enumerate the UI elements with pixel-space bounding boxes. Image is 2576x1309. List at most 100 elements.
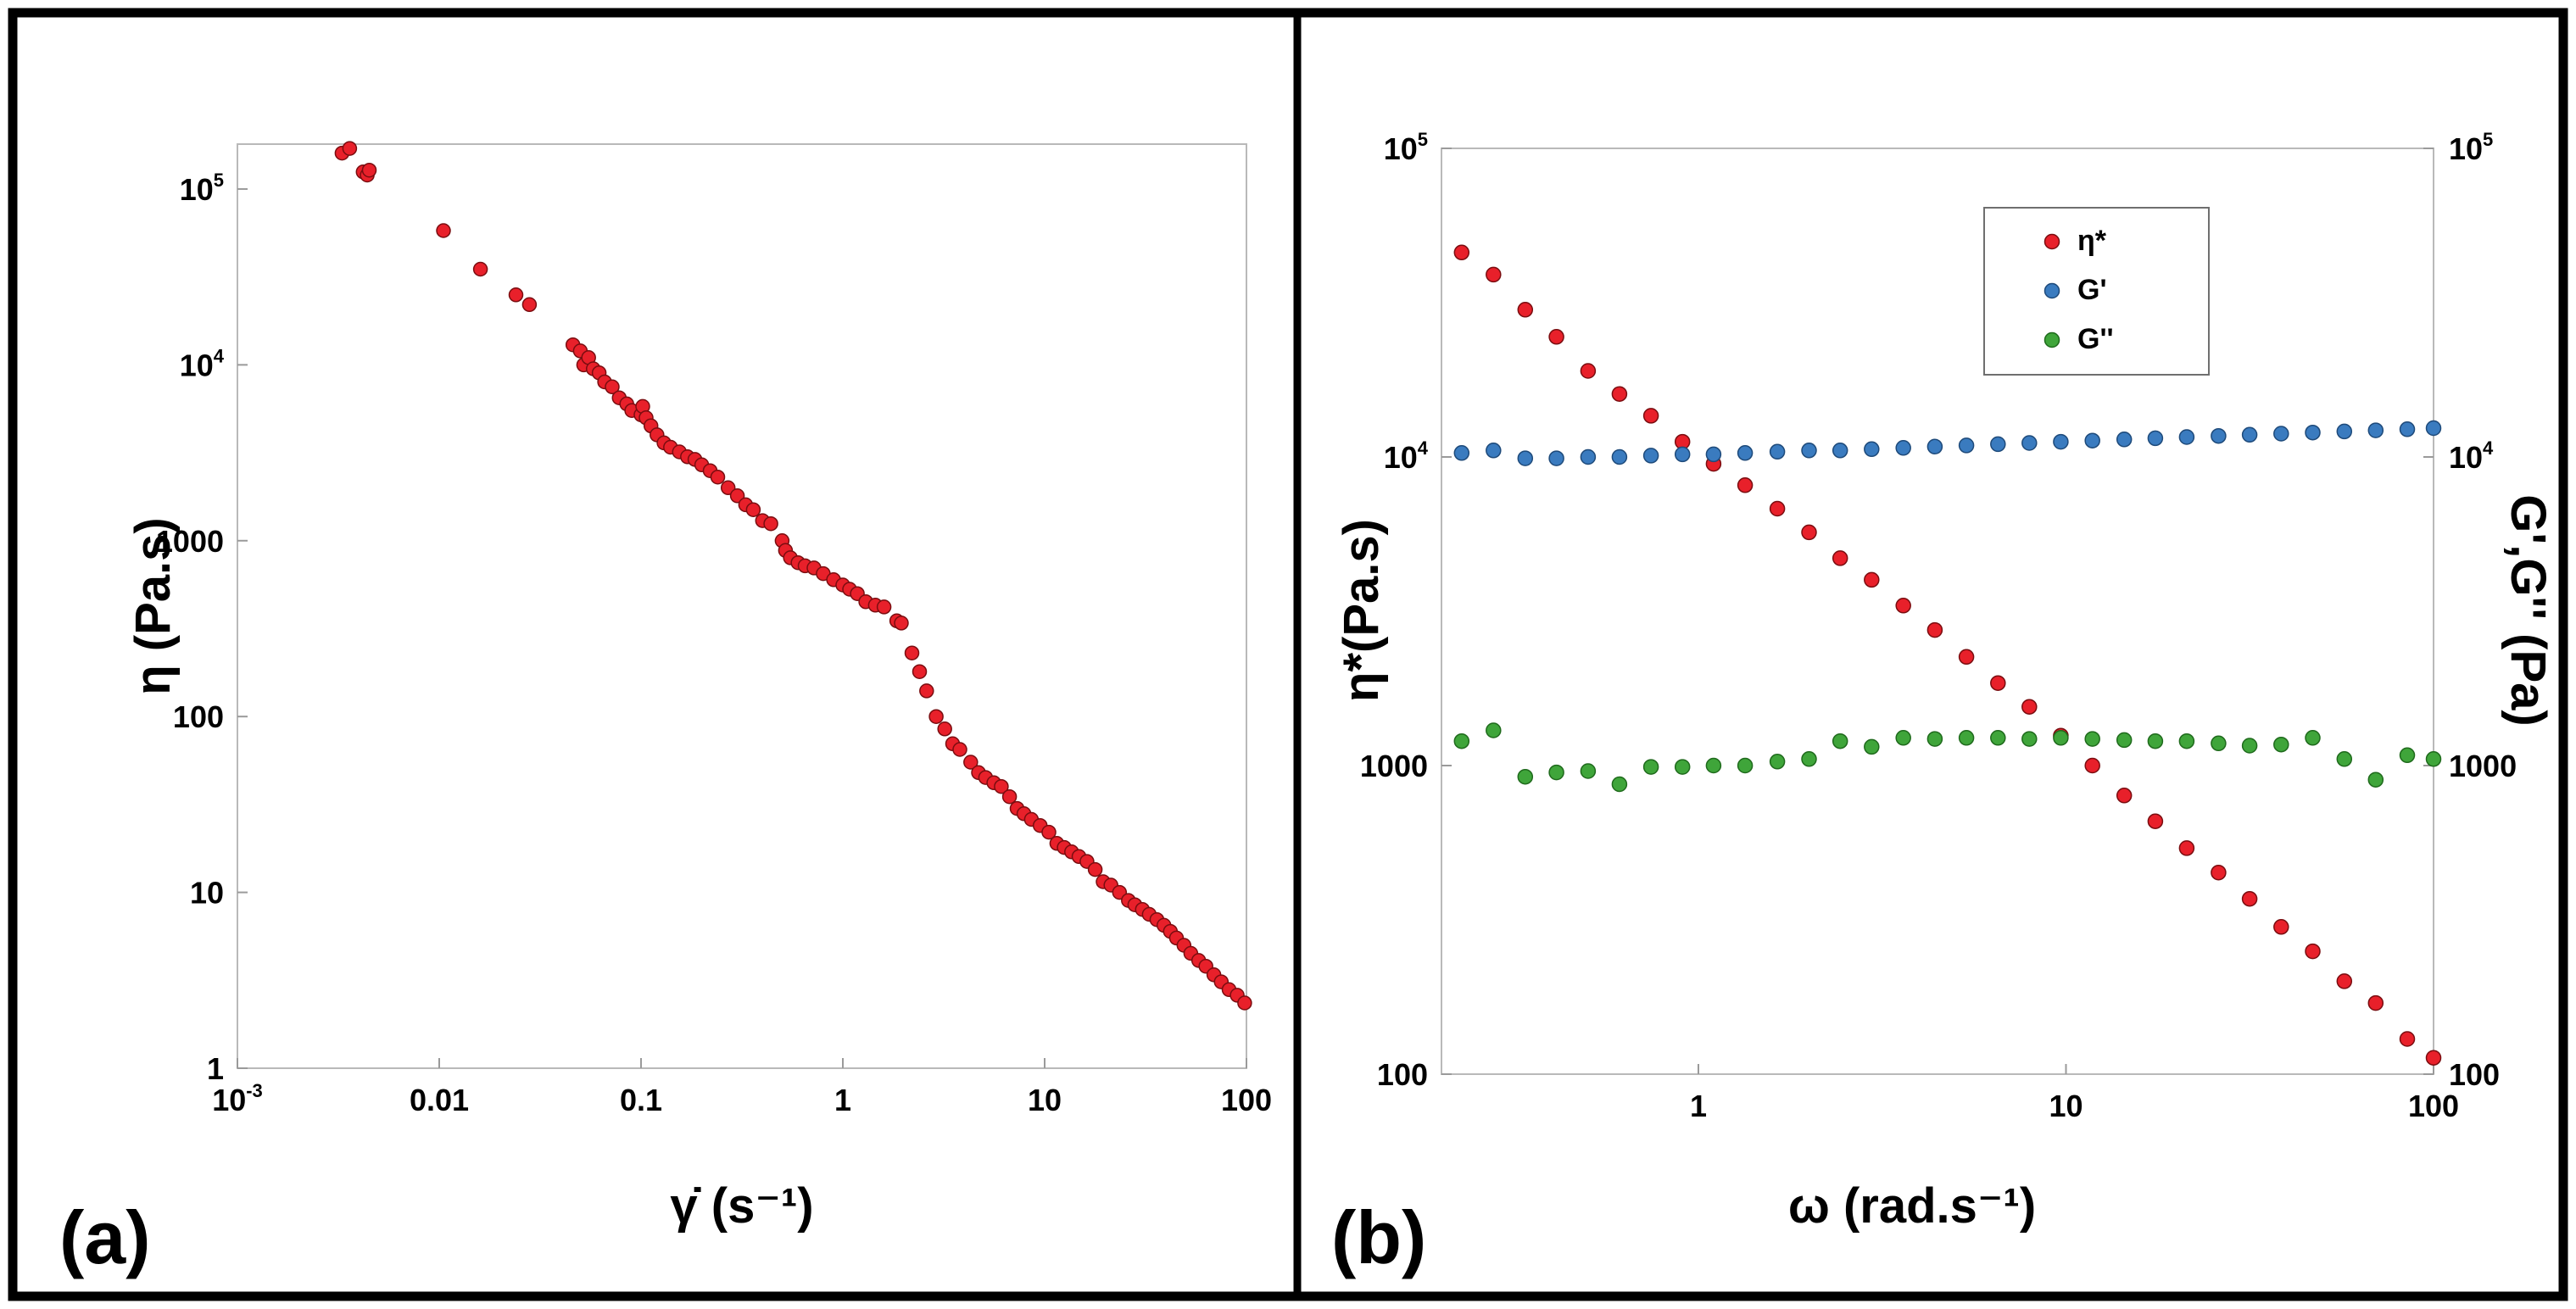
- panel-b-label: (b): [1331, 1195, 1426, 1279]
- panel-b-data-point: [2084, 432, 2100, 448]
- panel-b-data-point: [1926, 438, 1943, 455]
- panel-a-xtick-label-base: 10: [212, 1083, 246, 1117]
- panel-a-ytick-label: 1: [207, 1051, 224, 1086]
- panel-b-y2tick-label: 1000: [2449, 749, 2517, 783]
- legend-marker: [2044, 282, 2060, 299]
- panel-b-ytick-label-exponent: 4: [1418, 437, 1429, 459]
- panel-a-label: (a): [59, 1195, 151, 1279]
- panel-b-data-point: [2147, 813, 2164, 829]
- panel-b-xtick-label: 1: [1690, 1089, 1707, 1123]
- panel-b-data-point: [2053, 433, 2069, 450]
- panel-a-ytick-label: 105: [180, 170, 224, 207]
- panel-a-xlabel: γ̇ (s⁻¹): [670, 1178, 813, 1234]
- panel-b-data-point: [1926, 621, 1943, 638]
- panel-a-data-point: [876, 599, 892, 615]
- panel-b-y2tick-label: 105: [2449, 129, 2493, 166]
- panel-a-ytick-label-exponent: 4: [214, 345, 225, 366]
- panel-a-data-point: [361, 162, 377, 178]
- panel-a-ytick-label-base: 10: [180, 172, 214, 207]
- panel-b-data-point: [1926, 731, 1943, 747]
- panel-a-data-point: [342, 141, 358, 156]
- panel-b-data-point: [1832, 550, 1848, 566]
- panel-b-data-point: [2021, 731, 2038, 747]
- panel-a-data-point: [937, 721, 952, 737]
- panel-a-data-point: [904, 645, 920, 660]
- legend: η* G' G'': [1983, 207, 2210, 376]
- panel-b-data-point: [2116, 788, 2133, 804]
- panel-b-data-point: [1737, 757, 1754, 774]
- panel-b-data-point: [2425, 1050, 2442, 1066]
- panel-b-ylabel: η*(Pa.s): [1334, 519, 1389, 702]
- panel-b-data-point: [1737, 477, 1754, 493]
- panel-b-data-point: [2305, 730, 2321, 746]
- panel-b-data-point: [1705, 757, 1722, 774]
- panel-b-data-point: [2241, 738, 2258, 754]
- panel-b-data-point: [1832, 732, 1848, 749]
- panel-a-data-point: [745, 502, 761, 517]
- panel-b-data-point: [1958, 730, 1975, 746]
- panel-b-data-point: [1990, 436, 2006, 453]
- panel-a-ytick-label-base: 10: [180, 348, 214, 382]
- panel-b-data-point: [2084, 757, 2100, 774]
- panel-b-data-point: [2211, 735, 2227, 752]
- panel-b-data-point: [1958, 437, 1975, 454]
- panel-b-data-point: [1517, 450, 1534, 466]
- panel-b-data-point: [1895, 598, 1911, 614]
- panel-b-data-point: [2053, 730, 2069, 746]
- panel-b-data-point: [1580, 763, 1597, 779]
- panel-b-data-point: [2399, 1031, 2416, 1047]
- panel-b-data-point: [1453, 244, 1470, 261]
- panel-b-data-point: [2178, 429, 2195, 445]
- panel-b-data-point: [1580, 448, 1597, 465]
- panel-b-data-point: [1737, 445, 1754, 461]
- panel-a-xtick-label: 10: [1028, 1083, 1062, 1117]
- panel-b-y2tick-label: 104: [2449, 437, 2494, 475]
- panel-b-y2tick-label: 100: [2449, 1057, 2500, 1092]
- panel-a-data-point: [720, 480, 736, 496]
- legend-label: G'': [2077, 323, 2114, 355]
- legend-label: η*: [2077, 225, 2107, 257]
- panel-b-data-point: [1674, 759, 1691, 775]
- panel-b-ytick-label: 105: [1384, 129, 1428, 166]
- panel-b-data-point: [1958, 649, 1975, 666]
- panel-b-data-point: [1801, 443, 1817, 459]
- panel-b-data-point: [2305, 943, 2321, 960]
- panel-b-data-point: [2178, 840, 2195, 856]
- panel-b-data-point: [2021, 435, 2038, 451]
- panel-b-data-point: [1517, 768, 1534, 785]
- panel-b-data-point: [2336, 751, 2353, 767]
- panel-b-data-point: [1517, 302, 1534, 318]
- panel-b-data-point: [1769, 500, 1786, 517]
- panel-b-points: [1453, 244, 2442, 1066]
- panel-a-xtick-label: 0.01: [410, 1083, 469, 1117]
- panel-b-data-point: [2399, 421, 2416, 437]
- panel-a-xtick-label: 0.1: [620, 1083, 662, 1117]
- panel-b-ytick-label-base: 10: [1384, 131, 1418, 166]
- panel-b-data-point: [2367, 422, 2384, 438]
- panel-b-data-point: [2273, 426, 2289, 442]
- panel-b-data-point: [1611, 386, 1628, 402]
- panel-b-data-point: [2211, 864, 2227, 881]
- panel-b-data-point: [1990, 730, 2006, 746]
- panel-a-data-point: [994, 778, 1009, 794]
- panel-b-xlabel: ω (rad.s⁻¹): [1788, 1178, 2036, 1234]
- panel-a-data-point: [436, 223, 451, 238]
- panel-b-data-point: [1769, 754, 1786, 770]
- panel-b-data-point: [1611, 776, 1628, 793]
- panel-b-data-point: [1864, 738, 1880, 755]
- panel-a-points: [334, 141, 1252, 1011]
- panel-b-xtick-label: 100: [2408, 1089, 2459, 1123]
- panel-b-y2tick-label-base: 10: [2449, 440, 2483, 475]
- panel-b-ytick-label-exponent: 5: [1418, 129, 1428, 150]
- panel-b-y2tick-label-exponent: 4: [2483, 437, 2494, 459]
- panel-a-ylabel: η (Pa.s): [125, 517, 181, 695]
- panel-b-data-point: [1486, 266, 1502, 283]
- panel-a-data-point: [963, 755, 979, 770]
- panel-a-xtick-label: 100: [1221, 1083, 1272, 1117]
- panel-a-xtick-label-exponent: -3: [246, 1080, 263, 1101]
- panel-b-data-point: [2425, 751, 2442, 767]
- panel-b-data-point: [2273, 736, 2289, 753]
- panel-b-data-point: [1769, 443, 1786, 460]
